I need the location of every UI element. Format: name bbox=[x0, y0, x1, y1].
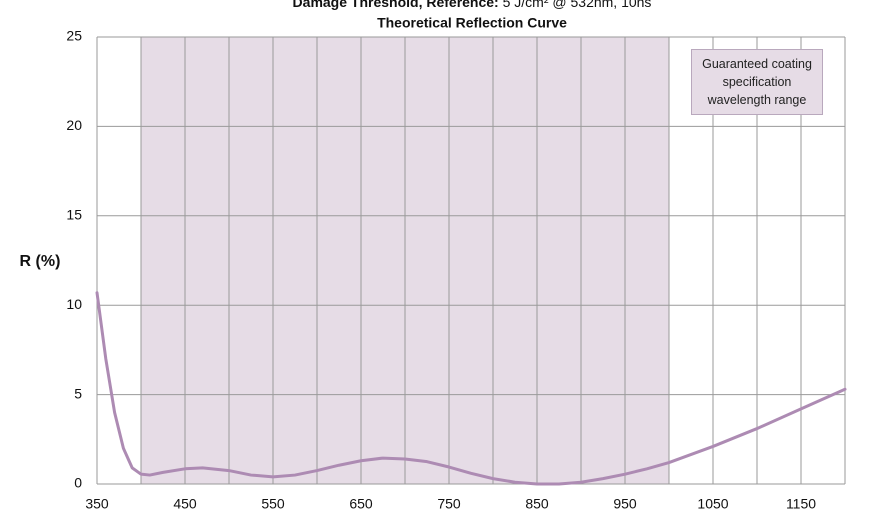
x-tick-label: 1150 bbox=[786, 496, 816, 512]
damage-threshold-label: Damage Threshold, Reference: bbox=[293, 0, 499, 10]
x-tick-label: 750 bbox=[437, 496, 461, 512]
x-tick-label: 450 bbox=[173, 496, 197, 512]
x-tick-label: 550 bbox=[261, 496, 285, 512]
damage-threshold-value: 5 J/cm² @ 532nm, 10ns bbox=[503, 0, 652, 10]
chart-title: Theoretical Reflection Curve bbox=[377, 15, 567, 31]
y-axis-label: R (%) bbox=[20, 253, 61, 270]
y-tick-label: 20 bbox=[66, 117, 82, 133]
y-tick-label: 0 bbox=[74, 475, 82, 491]
x-tick-label: 950 bbox=[613, 496, 637, 512]
shaded-region-legend: Guaranteed coating specification wavelen… bbox=[691, 49, 823, 115]
y-tick-label: 10 bbox=[66, 296, 82, 312]
x-tick-label: 850 bbox=[525, 496, 549, 512]
y-tick-label: 15 bbox=[66, 207, 82, 223]
data-line bbox=[95, 291, 847, 486]
damage-threshold: Damage Threshold, Reference: 5 J/cm² @ 5… bbox=[293, 0, 652, 10]
y-tick-label: 5 bbox=[74, 385, 82, 401]
x-tick-label: 1050 bbox=[697, 496, 728, 512]
y-tick-label: 25 bbox=[66, 28, 82, 44]
x-tick-label: 350 bbox=[85, 496, 109, 512]
x-tick-label: 650 bbox=[349, 496, 373, 512]
